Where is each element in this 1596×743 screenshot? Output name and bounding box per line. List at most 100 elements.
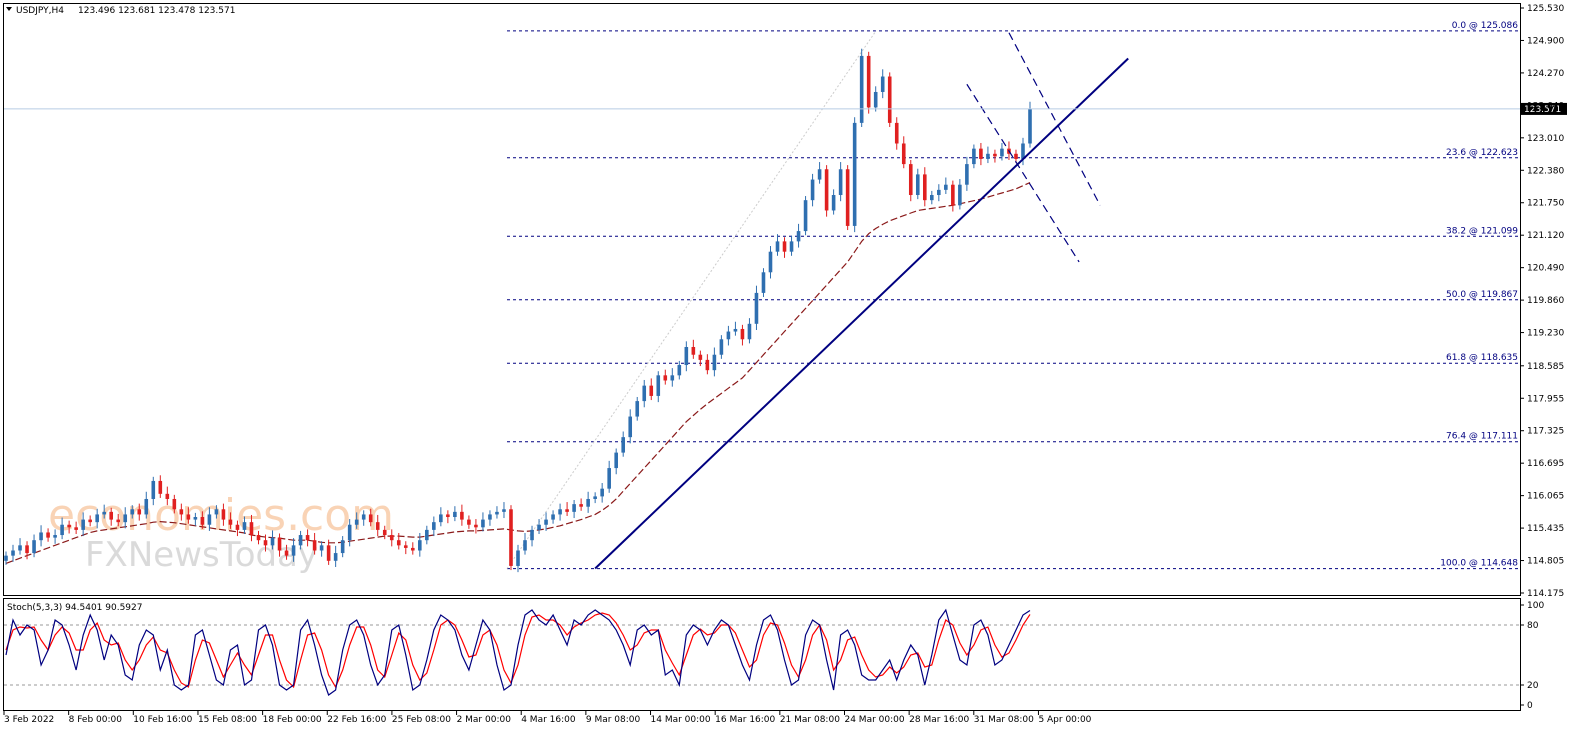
fib-base-line	[506, 30, 877, 569]
candle-body	[270, 537, 275, 546]
candle-body	[200, 517, 205, 525]
price-tick-label: 124.270	[1527, 69, 1564, 79]
fib-label: 0.0 @ 125.086	[1452, 21, 1519, 31]
candle-body	[88, 519, 92, 523]
time-tick-label: 21 Mar 08:00	[780, 715, 840, 725]
stoch-tick-label: 80	[1527, 621, 1539, 631]
candle-body	[354, 519, 359, 525]
candle-body	[516, 550, 520, 566]
candle-body	[488, 514, 492, 520]
candle-body	[635, 401, 640, 417]
candles	[4, 48, 1032, 573]
candle-body	[382, 529, 387, 536]
price-tick-label: 114.175	[1527, 589, 1564, 599]
candle-body	[186, 514, 191, 520]
candle-body	[579, 504, 583, 507]
candle-body	[705, 359, 710, 371]
time-tick-label: 28 Mar 16:00	[909, 715, 969, 725]
candle-body	[866, 55, 871, 108]
candle-body	[60, 524, 64, 536]
candle-body	[979, 148, 983, 159]
watermark-sub: FXNewsToday	[85, 535, 318, 575]
candle-body	[439, 514, 443, 523]
price-tick-label: 114.805	[1527, 557, 1564, 567]
candle-body	[460, 511, 464, 520]
time-tick-label: 14 Mar 00:00	[651, 715, 711, 725]
symbol-label: USDJPY,H4	[16, 6, 64, 16]
watermark: economies.com FXNewsToday	[48, 490, 394, 575]
ma-line	[5, 182, 1031, 564]
price-tick-label: 121.750	[1527, 199, 1564, 209]
candle-body	[102, 511, 106, 515]
price-tick-label: 120.490	[1527, 264, 1564, 274]
candle-body	[305, 535, 310, 541]
candle-body	[18, 545, 22, 551]
candle-body	[726, 331, 731, 340]
candle-body	[425, 529, 429, 541]
fibonacci-levels: 0.0 @ 125.086 23.6 @ 122.623 38.2 @ 121.09…	[506, 21, 1519, 570]
price-tick-label: 123.010	[1527, 134, 1564, 144]
candle-body	[326, 545, 331, 561]
current-price-tag	[1521, 102, 1567, 115]
candle-body	[368, 514, 373, 523]
candle-body	[607, 468, 611, 489]
time-tick-label: 31 Mar 08:00	[974, 715, 1034, 725]
time-tick-label: 9 Mar 08:00	[586, 715, 641, 725]
candle-body	[453, 511, 457, 518]
candle-body	[951, 184, 955, 206]
candle-body	[937, 189, 941, 196]
candle-body	[11, 550, 15, 556]
time-tick-label: 2 Mar 00:00	[457, 715, 512, 725]
time-tick-label: 18 Feb 00:00	[263, 715, 322, 725]
time-axis: 3 Feb 2022 8 Feb 00:00 10 Feb 16:00 15 Feb …	[3, 711, 1092, 725]
candle-body	[214, 509, 219, 515]
candle-body	[684, 346, 689, 366]
candle-body	[67, 524, 71, 528]
stoch-main-line	[5, 608, 1031, 696]
candle-body	[796, 231, 801, 242]
candle-body	[740, 328, 745, 340]
time-tick-label: 10 Feb 16:00	[133, 715, 192, 725]
candle-body	[242, 522, 247, 530]
candle-body	[558, 509, 562, 515]
fib-label: 100.0 @ 114.648	[1440, 559, 1518, 569]
candle-body	[880, 76, 885, 92]
fib-label: 76.4 @ 117.111	[1446, 432, 1518, 442]
price-tick-label: 122.380	[1527, 166, 1564, 176]
candle-body	[628, 416, 633, 438]
candle-body	[614, 452, 618, 469]
candle-body	[894, 122, 899, 144]
stoch-axis: 100 80 20 0	[1520, 601, 1544, 711]
candle-body	[677, 365, 682, 376]
candle-body	[1021, 143, 1025, 159]
candle-body	[915, 174, 920, 196]
trendline	[966, 83, 1080, 263]
candle-body	[389, 535, 394, 541]
candle-body	[193, 517, 198, 520]
chart-header: USDJPY,H4 123.496 123.681 123.478 123.57…	[6, 6, 235, 16]
time-tick-label: 15 Feb 08:00	[198, 715, 257, 725]
candle-body	[502, 509, 506, 512]
candle-body	[712, 354, 717, 371]
candle-body	[768, 251, 773, 273]
candle-body	[887, 76, 892, 123]
collapse-arrow-icon[interactable]	[6, 7, 12, 11]
trendline	[1008, 32, 1101, 206]
ohlc-values: 123.496 123.681 123.478 123.571	[78, 6, 235, 16]
time-tick-label: 22 Feb 16:00	[327, 715, 386, 725]
candle-body	[116, 519, 121, 523]
candle-body	[144, 498, 149, 515]
time-tick-label: 24 Mar 00:00	[844, 715, 904, 725]
candle-body	[221, 509, 226, 520]
candle-body	[670, 375, 675, 381]
time-tick-label: 8 Feb 00:00	[69, 715, 123, 725]
candle-body	[944, 184, 948, 190]
candle-body	[719, 339, 724, 355]
stoch-tick-label: 20	[1527, 681, 1539, 691]
price-tick-label: 121.120	[1527, 231, 1564, 241]
price-tick-label: 125.530	[1527, 4, 1564, 14]
price-tick-label: 116.065	[1527, 492, 1564, 502]
candle-body	[467, 519, 471, 525]
price-tick-label: 123.640	[1527, 101, 1564, 111]
candle-body	[291, 545, 296, 556]
